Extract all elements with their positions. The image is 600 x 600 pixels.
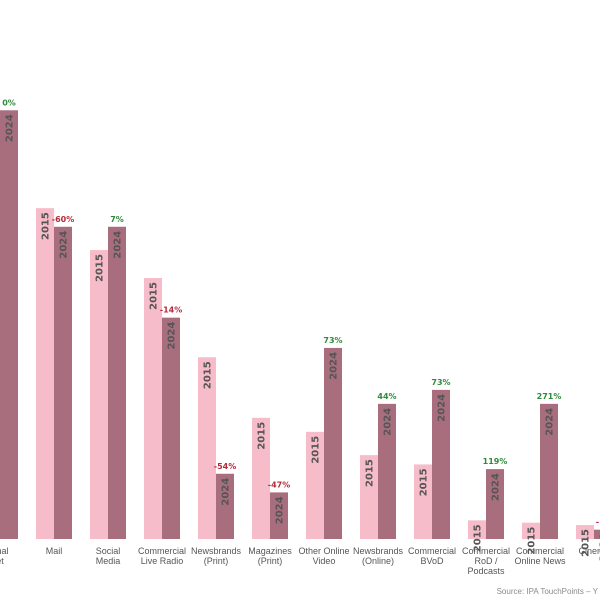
bar-2015-8 bbox=[414, 464, 432, 539]
category-label-7: Newsbrands (Online) bbox=[353, 546, 404, 566]
change-label-3: -14% bbox=[160, 306, 182, 315]
change-label-2: 7% bbox=[110, 215, 124, 224]
change-label-6: 73% bbox=[323, 336, 342, 345]
source-note: Source: IPA TouchPoints – Y bbox=[496, 587, 598, 596]
category-label-8: Commercial BVoD bbox=[408, 546, 456, 566]
bar-2015-3 bbox=[144, 278, 162, 539]
bar-label-2015-1: 2015 bbox=[41, 212, 52, 240]
bar-label-2024-3: 2024 bbox=[167, 322, 178, 350]
bars-group bbox=[0, 110, 600, 539]
category-label-9: Commercial RoD / Podcasts bbox=[462, 546, 510, 576]
bar-label-2024-2: 2024 bbox=[113, 231, 124, 259]
bar-label-2024-9: 2024 bbox=[491, 473, 502, 501]
change-label-10: 271% bbox=[537, 392, 562, 401]
category-label-11: Cinema bbox=[578, 546, 600, 556]
bar-label-2015-5: 2015 bbox=[257, 422, 268, 450]
bar-2015-4 bbox=[198, 357, 216, 539]
category-label-3: Commercial Live Radio bbox=[138, 546, 186, 566]
bar-label-2024-10: 2024 bbox=[545, 408, 556, 436]
bar-2015-7 bbox=[360, 455, 378, 539]
bar-2024-9 bbox=[486, 469, 504, 539]
bar-label-2024-4: 2024 bbox=[221, 478, 232, 506]
bar-2015-1 bbox=[36, 208, 54, 539]
bar-2024-11 bbox=[594, 529, 600, 539]
change-label-5: -47% bbox=[268, 480, 290, 489]
category-label-1: Mail bbox=[46, 546, 63, 556]
bar-2024-8 bbox=[432, 389, 450, 539]
bar-label-2024-11: 2024 bbox=[599, 534, 600, 562]
bar-2015-2 bbox=[90, 250, 108, 539]
category-label-5: Magazines (Print) bbox=[248, 546, 292, 566]
bar-label-2024-8: 2024 bbox=[437, 394, 448, 422]
category-label-2: Social Media bbox=[96, 546, 121, 566]
bar-label-2015-8: 2015 bbox=[419, 468, 430, 496]
bar-2024-0 bbox=[0, 110, 18, 539]
bar-label-2024-6: 2024 bbox=[329, 352, 340, 380]
bar-label-2024-1: 2024 bbox=[59, 231, 70, 259]
bar-2024-7 bbox=[378, 403, 396, 539]
change-label-11: -13 bbox=[596, 518, 600, 527]
bar-label-2015-2: 2015 bbox=[95, 254, 106, 282]
bar-2024-1 bbox=[54, 226, 72, 539]
category-label-0: onalet bbox=[0, 546, 9, 566]
bar-2015-5 bbox=[252, 417, 270, 539]
category-label-10: Commercial Online News bbox=[514, 546, 566, 566]
change-label-7: 44% bbox=[377, 392, 396, 401]
change-label-1: -60% bbox=[52, 215, 74, 224]
bar-2015-6 bbox=[306, 431, 324, 539]
bar-label-2015-4: 2015 bbox=[203, 361, 214, 389]
bar-label-2024-7: 2024 bbox=[383, 408, 394, 436]
bar-2024-6 bbox=[324, 347, 342, 539]
bar-2024-5 bbox=[270, 492, 288, 539]
change-label-0: 0% bbox=[2, 98, 16, 107]
bar-label-2015-6: 2015 bbox=[311, 436, 322, 464]
bar-2024-10 bbox=[540, 403, 558, 539]
labels-group: 2015 2024 0% onalet 2015 2024 -60% Mail 2015 2024… bbox=[0, 98, 600, 576]
change-label-8: 73% bbox=[431, 378, 450, 387]
bar-label-2015-10: 2015 bbox=[527, 527, 538, 555]
bar-2024-4 bbox=[216, 473, 234, 539]
change-label-9: 119% bbox=[483, 457, 508, 466]
bar-label-2015-11: 2015 bbox=[581, 529, 592, 557]
bar-2015-11 bbox=[576, 525, 594, 539]
bar-2015-10 bbox=[522, 522, 540, 539]
bar-2024-3 bbox=[162, 317, 180, 539]
bar-label-2024-5: 2024 bbox=[275, 496, 286, 524]
bar-label-2015-3: 2015 bbox=[149, 282, 160, 310]
category-label-4: Newsbrands (Print) bbox=[191, 546, 242, 566]
bar-2024-2 bbox=[108, 226, 126, 539]
change-label-4: -54% bbox=[214, 462, 236, 471]
bar-2015-9 bbox=[468, 520, 486, 539]
bar-label-2024-0: 2024 bbox=[5, 114, 16, 142]
bar-label-2015-9: 2015 bbox=[473, 524, 484, 552]
bar-label-2015-7: 2015 bbox=[365, 459, 376, 487]
category-label-6: Other Online Video bbox=[298, 546, 349, 566]
